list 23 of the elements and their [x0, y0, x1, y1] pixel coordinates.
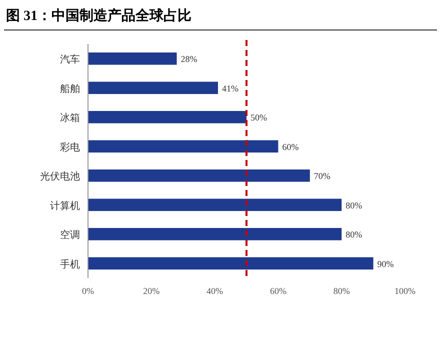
data-label: 50%	[250, 112, 268, 123]
data-label: 70%	[314, 171, 331, 182]
data-label: 90%	[377, 258, 394, 269]
x-tick-label: 80%	[333, 286, 350, 296]
x-tick-label: 100%	[394, 286, 416, 296]
x-tick-label: 60%	[270, 286, 287, 296]
x-tick-label: 0%	[82, 286, 94, 296]
data-label: 41%	[222, 83, 239, 94]
y-tick-label: 手机	[60, 258, 80, 270]
y-tick-label: 计算机	[50, 200, 80, 212]
y-tick-label: 空调	[60, 229, 80, 242]
data-label: 28%	[180, 54, 198, 64]
y-tick-label: 光伏电池	[40, 170, 80, 183]
y-tick-label: 汽车	[60, 54, 80, 66]
data-label: 80%	[346, 230, 363, 240]
x-tick-label: 20%	[143, 286, 160, 296]
data-label: 80%	[346, 200, 363, 210]
y-tick-label: 船舶	[60, 82, 80, 95]
x-tick-label: 40%	[206, 286, 224, 296]
y-tick-label: 彩电	[60, 141, 80, 154]
y-tick-label: 冰箱	[60, 112, 80, 124]
title: 图 31：中国制造产品全球占比	[6, 9, 192, 24]
data-label: 60%	[282, 142, 300, 152]
